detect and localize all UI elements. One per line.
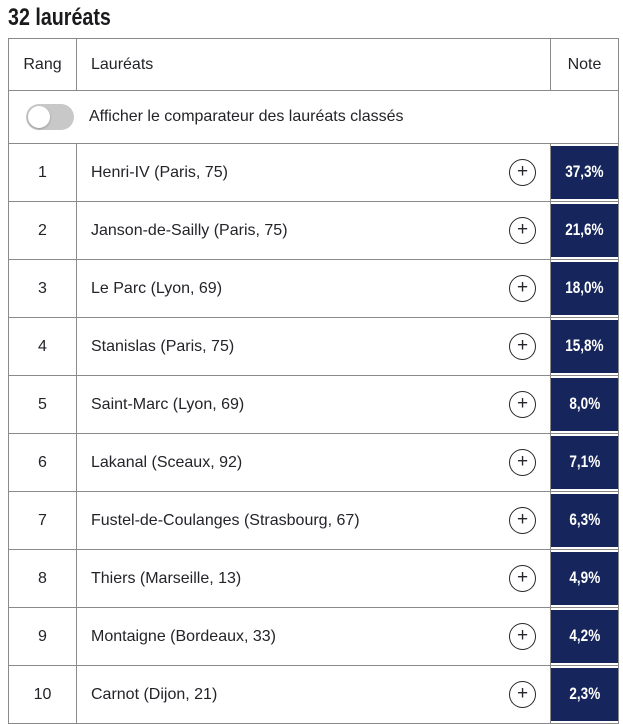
rank-cell: 5 <box>8 375 77 434</box>
table-row: 3 Le Parc (Lyon, 69) + 18,0% <box>8 259 619 318</box>
column-header-note: Note <box>550 38 619 91</box>
comparator-toggle-row: Afficher le comparateur des lauréats cla… <box>8 90 619 144</box>
rank-cell: 1 <box>8 143 77 202</box>
plus-circle-icon[interactable]: + <box>509 217 536 244</box>
note-value: 7,1% <box>569 453 600 471</box>
laureates-table: Rang Lauréats Note Afficher le comparate… <box>8 38 619 724</box>
note-value: 6,3% <box>569 511 600 529</box>
note-value: 15,8% <box>565 337 604 355</box>
rank-cell: 2 <box>8 201 77 260</box>
plus-circle-icon[interactable]: + <box>509 391 536 418</box>
rank-cell: 4 <box>8 317 77 376</box>
table-row: 2 Janson-de-Sailly (Paris, 75) + 21,6% <box>8 201 619 260</box>
page-title: 32 lauréats <box>8 4 623 32</box>
note-value: 4,9% <box>569 569 600 587</box>
note-badge: 4,9% <box>551 552 618 605</box>
plus-circle-icon[interactable]: + <box>509 623 536 650</box>
table-row: 4 Stanislas (Paris, 75) + 15,8% <box>8 317 619 376</box>
note-value: 18,0% <box>565 279 604 297</box>
laureate-name: Montaigne (Bordeaux, 33) <box>91 627 276 645</box>
table-row: 6 Lakanal (Sceaux, 92) + 7,1% <box>8 433 619 492</box>
note-badge: 6,3% <box>551 494 618 547</box>
note-value: 8,0% <box>569 395 600 413</box>
note-badge: 8,0% <box>551 378 618 431</box>
rank-cell: 7 <box>8 491 77 550</box>
note-value: 4,2% <box>569 627 600 645</box>
laureate-name: Le Parc (Lyon, 69) <box>91 279 223 297</box>
note-badge: 15,8% <box>551 320 618 373</box>
note-badge: 18,0% <box>551 262 618 315</box>
rank-cell: 9 <box>8 607 77 666</box>
rank-cell: 10 <box>8 665 77 724</box>
rank-cell: 3 <box>8 259 77 318</box>
plus-circle-icon[interactable]: + <box>509 333 536 360</box>
toggle-knob-icon <box>28 106 50 128</box>
rank-cell: 6 <box>8 433 77 492</box>
laureate-name: Janson-de-Sailly (Paris, 75) <box>91 221 288 239</box>
plus-circle-icon[interactable]: + <box>509 275 536 302</box>
note-value: 37,3% <box>565 163 604 181</box>
plus-circle-icon[interactable]: + <box>509 159 536 186</box>
comparator-toggle-switch[interactable] <box>26 104 74 130</box>
laureate-name: Carnot (Dijon, 21) <box>91 685 218 703</box>
plus-circle-icon[interactable]: + <box>509 449 536 476</box>
table-row: 1 Henri-IV (Paris, 75) + 37,3% <box>8 143 619 202</box>
plus-circle-icon[interactable]: + <box>509 681 536 708</box>
note-badge: 2,3% <box>551 668 618 721</box>
plus-circle-icon[interactable]: + <box>509 507 536 534</box>
note-badge: 37,3% <box>551 146 618 199</box>
comparator-toggle-label: Afficher le comparateur des lauréats cla… <box>89 108 404 125</box>
note-value: 21,6% <box>565 221 604 239</box>
laureate-name: Saint-Marc (Lyon, 69) <box>91 395 245 413</box>
column-header-rank: Rang <box>8 38 77 91</box>
note-badge: 4,2% <box>551 610 618 663</box>
column-header-laureates: Lauréats <box>76 38 551 91</box>
rank-cell: 8 <box>8 549 77 608</box>
plus-circle-icon[interactable]: + <box>509 565 536 592</box>
laureate-name: Fustel-de-Coulanges (Strasbourg, 67) <box>91 511 360 529</box>
table-header-row: Rang Lauréats Note <box>8 38 619 91</box>
page-title-text: 32 lauréats <box>8 4 111 31</box>
note-value: 2,3% <box>569 685 600 703</box>
laureate-name: Stanislas (Paris, 75) <box>91 337 235 355</box>
note-badge: 21,6% <box>551 204 618 257</box>
note-badge: 7,1% <box>551 436 618 489</box>
table-row: 8 Thiers (Marseille, 13) + 4,9% <box>8 549 619 608</box>
table-row: 9 Montaigne (Bordeaux, 33) + 4,2% <box>8 607 619 666</box>
laureate-name: Thiers (Marseille, 13) <box>91 569 242 587</box>
table-row: 10 Carnot (Dijon, 21) + 2,3% <box>8 665 619 724</box>
laureate-name: Lakanal (Sceaux, 92) <box>91 453 243 471</box>
table-row: 7 Fustel-de-Coulanges (Strasbourg, 67) +… <box>8 491 619 550</box>
table-row: 5 Saint-Marc (Lyon, 69) + 8,0% <box>8 375 619 434</box>
laureate-name: Henri-IV (Paris, 75) <box>91 163 228 181</box>
